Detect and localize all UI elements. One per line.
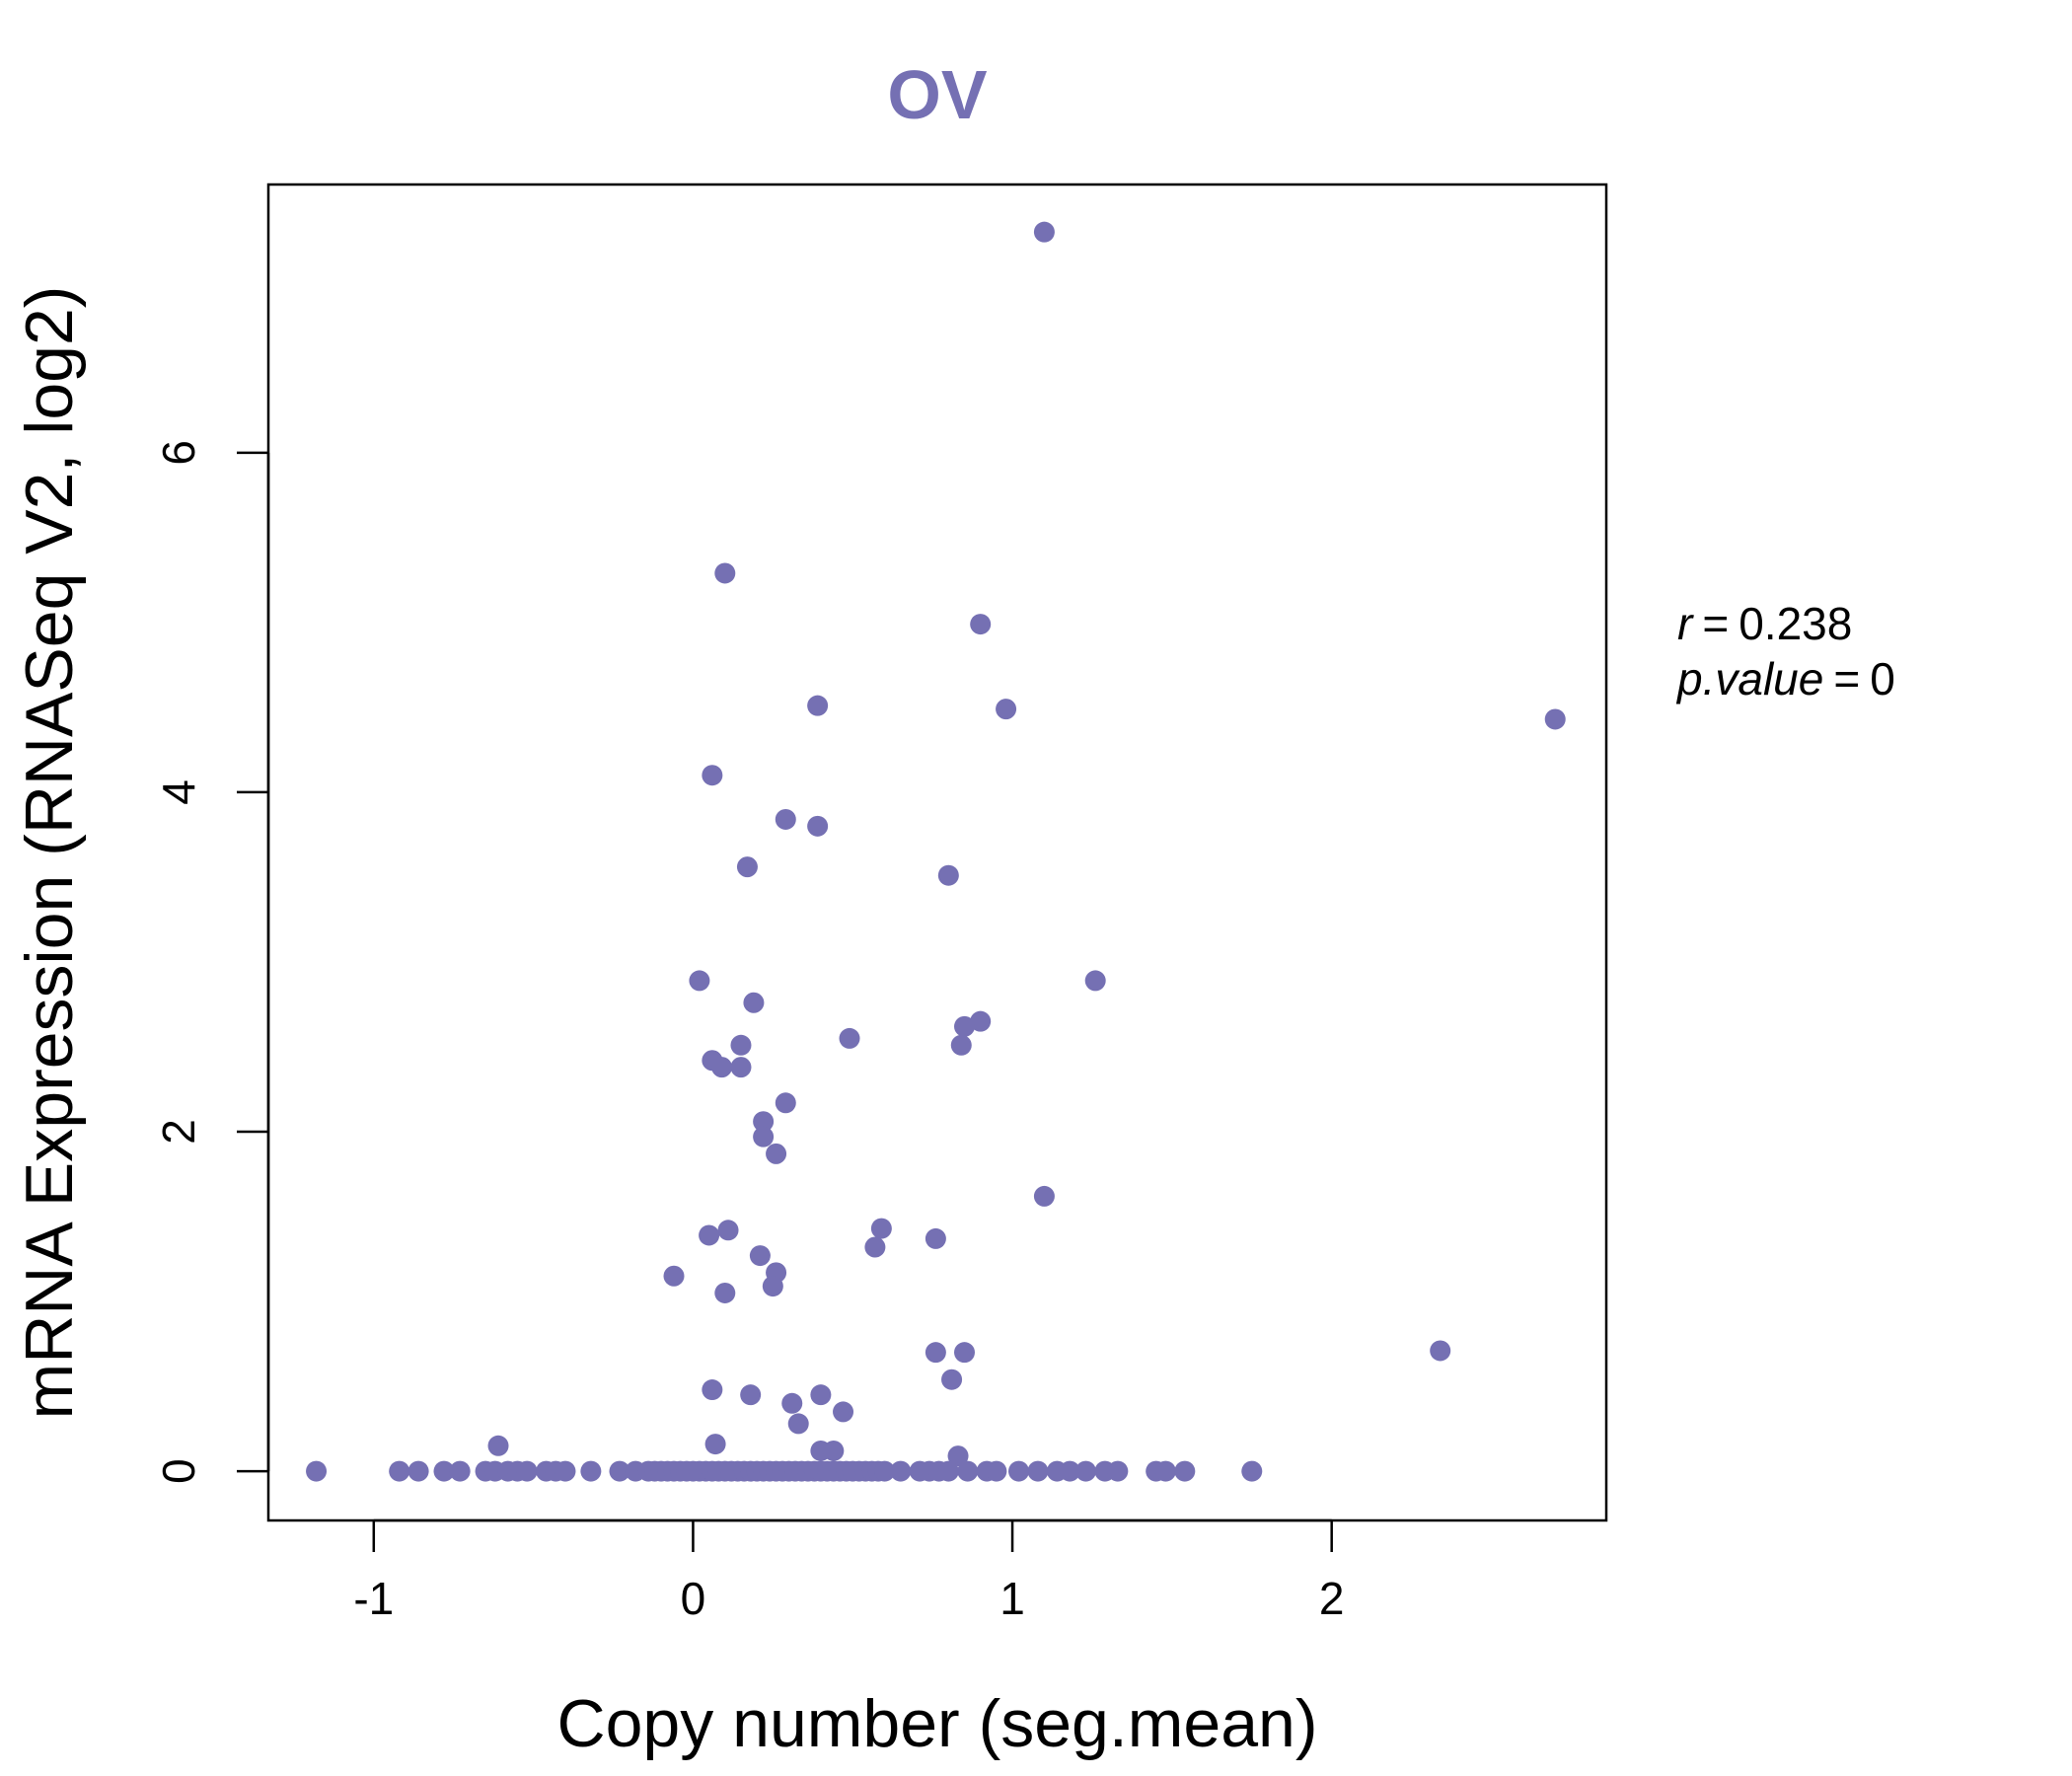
data-point — [870, 1218, 892, 1239]
data-points — [306, 221, 1566, 1482]
data-point — [937, 864, 959, 886]
data-point — [925, 1227, 946, 1249]
data-point — [711, 1057, 733, 1078]
data-point — [389, 1460, 410, 1482]
data-point — [1008, 1460, 1030, 1482]
data-point — [762, 1276, 783, 1297]
x-tick-label: 1 — [999, 1573, 1025, 1624]
data-point — [714, 1282, 736, 1303]
data-point — [487, 1435, 509, 1456]
data-point — [766, 1143, 787, 1164]
data-point — [839, 1027, 860, 1049]
data-point — [1027, 1460, 1049, 1482]
y-tick-label: 2 — [153, 1119, 204, 1145]
data-point — [970, 1010, 992, 1032]
data-point — [1241, 1460, 1263, 1482]
y-tick-label: 0 — [153, 1458, 204, 1484]
data-point — [743, 992, 765, 1013]
data-point — [449, 1460, 471, 1482]
y-tick-label: 6 — [153, 440, 204, 466]
y-axis: 0 2 4 6 — [153, 440, 270, 1484]
data-point — [781, 1392, 803, 1414]
chart-title: OV — [887, 56, 987, 133]
data-point — [787, 1413, 809, 1435]
data-point — [699, 1224, 720, 1246]
data-point — [1430, 1340, 1451, 1362]
data-point — [1084, 970, 1106, 992]
data-point — [753, 1111, 775, 1133]
data-point — [704, 1434, 726, 1455]
r-label: r — [1677, 598, 1694, 649]
data-point — [433, 1460, 455, 1482]
data-point — [1107, 1460, 1129, 1482]
x-tick-label: 0 — [681, 1573, 706, 1624]
x-tick-label: 2 — [1319, 1573, 1345, 1624]
data-point — [740, 1384, 762, 1406]
data-point — [947, 1445, 969, 1467]
r-statistic: r = 0.238 — [1677, 598, 1852, 649]
data-point — [874, 1460, 896, 1482]
data-point — [730, 1057, 752, 1078]
data-point — [970, 614, 992, 635]
data-point — [1154, 1460, 1176, 1482]
data-point — [753, 1126, 775, 1147]
y-tick-label: 4 — [153, 779, 204, 805]
x-axis: -1 0 1 2 — [353, 1518, 1345, 1624]
data-point — [810, 1384, 832, 1406]
data-point — [864, 1236, 886, 1258]
p-statistic: p.value = 0 — [1675, 653, 1895, 704]
data-point — [702, 1379, 723, 1401]
data-point — [736, 856, 758, 878]
data-point — [306, 1460, 328, 1482]
data-point — [954, 1342, 976, 1364]
data-point — [1033, 1185, 1055, 1207]
data-point — [1059, 1460, 1080, 1482]
plot-frame — [266, 183, 1608, 1522]
data-point — [555, 1460, 576, 1482]
data-point — [1074, 1460, 1096, 1482]
data-point — [1544, 708, 1566, 730]
x-axis-label: Copy number (seg.mean) — [556, 1686, 1317, 1761]
data-point — [663, 1265, 685, 1287]
data-point — [925, 1342, 946, 1364]
data-point — [609, 1460, 630, 1482]
data-point — [941, 1369, 963, 1390]
y-axis-label: mRNA Expression (RNASeq V2, log2) — [12, 286, 87, 1420]
data-point — [717, 1220, 739, 1241]
data-point — [775, 808, 796, 830]
data-point — [1033, 221, 1055, 243]
data-point — [996, 699, 1017, 720]
data-point — [714, 562, 736, 584]
r-value: 0.238 — [1739, 598, 1852, 649]
p-value: 0 — [1870, 653, 1895, 704]
data-point — [807, 815, 829, 837]
data-point — [749, 1245, 771, 1267]
data-point — [954, 1015, 976, 1037]
data-point — [702, 765, 723, 786]
data-point — [986, 1460, 1007, 1482]
data-point — [775, 1092, 796, 1114]
data-point — [407, 1460, 429, 1482]
data-point — [1174, 1460, 1196, 1482]
data-point — [823, 1440, 845, 1461]
data-point — [730, 1034, 752, 1056]
data-point — [890, 1460, 912, 1482]
data-point — [957, 1460, 979, 1482]
data-point — [689, 970, 710, 992]
data-point — [807, 695, 829, 716]
data-point — [937, 1460, 959, 1482]
data-point — [833, 1401, 854, 1423]
data-point — [950, 1034, 972, 1056]
data-point — [516, 1460, 538, 1482]
x-tick-label: -1 — [353, 1573, 394, 1624]
p-label: p.value — [1675, 653, 1823, 704]
data-point — [580, 1460, 602, 1482]
stats-annotation: r = 0.238 p.value = 0 — [1675, 598, 1895, 704]
